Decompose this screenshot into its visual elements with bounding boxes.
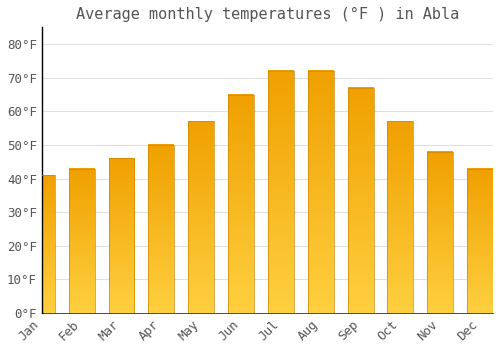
Bar bbox=[428, 152, 453, 313]
Title: Average monthly temperatures (°F ) in Abla: Average monthly temperatures (°F ) in Ab… bbox=[76, 7, 459, 22]
Bar bbox=[188, 121, 214, 313]
Bar bbox=[348, 88, 374, 313]
Bar bbox=[108, 159, 134, 313]
Bar bbox=[268, 71, 294, 313]
Bar bbox=[308, 71, 334, 313]
Bar bbox=[68, 168, 94, 313]
Bar bbox=[228, 94, 254, 313]
Bar bbox=[388, 121, 413, 313]
Bar bbox=[148, 145, 174, 313]
Bar bbox=[29, 175, 55, 313]
Bar bbox=[467, 168, 493, 313]
